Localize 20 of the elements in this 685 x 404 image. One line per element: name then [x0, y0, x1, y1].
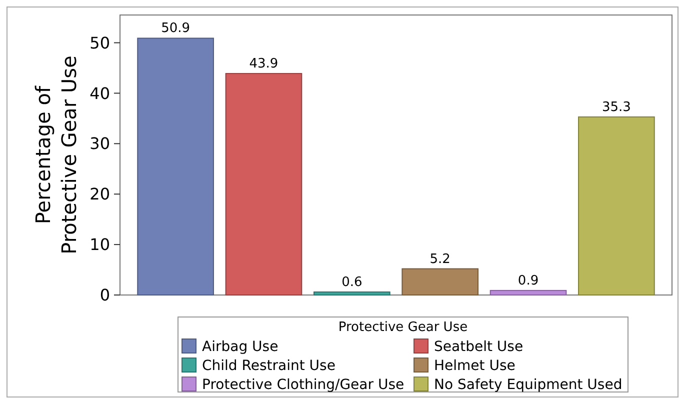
legend-label: No Safety Equipment Used	[434, 376, 622, 393]
legend-label: Airbag Use	[202, 338, 278, 355]
y-tick-label: 40	[90, 84, 110, 103]
y-tick-label: 30	[90, 134, 110, 154]
legend-label: Helmet Use	[434, 358, 516, 374]
legend-title: Protective Gear Use	[338, 320, 468, 335]
y-tick-label: 0	[100, 286, 110, 305]
y-tick-label: 20	[90, 184, 110, 204]
data-label: 5.2	[430, 252, 450, 267]
data-label: 35.3	[602, 100, 631, 115]
data-label: 0.6	[342, 274, 362, 290]
legend-label: Child Restraint Use	[202, 358, 336, 374]
legend-label: Seatbelt Use	[434, 338, 524, 355]
data-label: 0.9	[518, 273, 539, 288]
legend-label: Protective Clothing/Gear Use	[202, 376, 404, 393]
y-axis-title: Percentage of Protective Gear Use	[31, 56, 81, 254]
data-label: 43.9	[249, 56, 278, 72]
data-label: 50.9	[161, 21, 190, 36]
y-tick-label: 50	[90, 33, 110, 52]
y-tick-label: 10	[90, 235, 110, 254]
